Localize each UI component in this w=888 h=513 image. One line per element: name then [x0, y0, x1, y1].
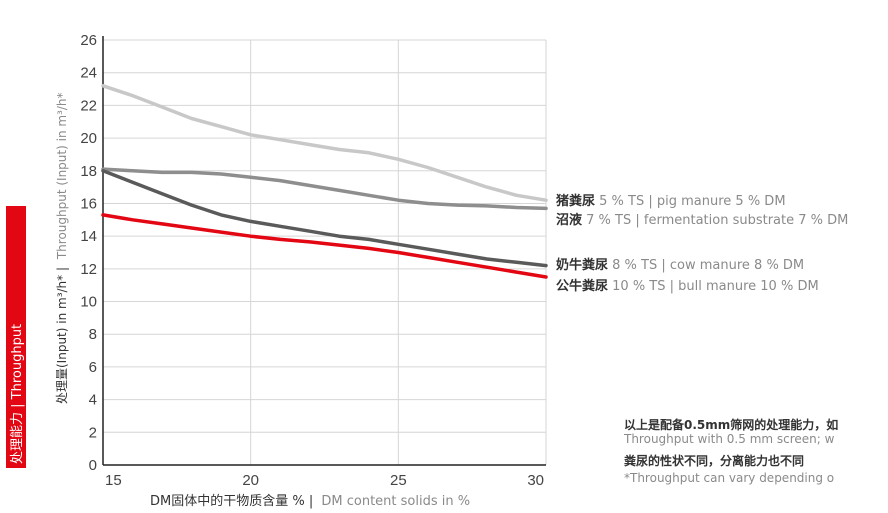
y-axis-label-cn: 处理量(Input) in m³/h* | — [55, 267, 69, 404]
y-tick-label: 12 — [80, 261, 97, 278]
note-line-1: 以上是配备0.5mm筛网的处理能力，如 — [624, 417, 838, 432]
series-label-cow-cn: 奶牛粪尿 — [555, 257, 608, 273]
series-label-pig: 猪粪尿 5 % TS | pig manure 5 % DM — [555, 193, 786, 209]
y-axis-label-en: Throughput (Input) in m³/h* — [55, 92, 69, 260]
side-tab — [6, 206, 26, 468]
x-tick-label: 15 — [105, 472, 122, 489]
x-axis-label-en: DM content solids in % — [321, 494, 470, 509]
y-axis-label: 处理量(Input) in m³/h* | Throughput (Input)… — [55, 92, 69, 404]
y-tick-label: 22 — [80, 97, 97, 114]
y-tick-label: 10 — [80, 294, 97, 311]
series-label-bull-cn: 公牛粪尿 — [556, 278, 608, 294]
series-label-fermentation-cn: 沼液 — [556, 212, 582, 228]
x-tick-label: 30 — [527, 472, 544, 489]
y-tick-label: 6 — [89, 359, 97, 376]
note-line-3: 粪尿的性状不同，分离能力也不同 — [624, 453, 804, 468]
series-line-2 — [101, 167, 548, 211]
y-tick-label: 16 — [80, 195, 97, 212]
series-line-4 — [101, 213, 548, 279]
x-axis-label: DM固体中的干物质含量 % | DM content solids in % — [150, 493, 470, 509]
series-label-cow: 奶牛粪尿 8 % TS | cow manure 8 % DM — [555, 257, 804, 273]
series-label-pig-cn: 猪粪尿 — [555, 193, 595, 209]
side-tab-label: 处理能力 | Throughput — [10, 324, 25, 464]
series-lines — [101, 84, 548, 279]
gridlines — [103, 39, 547, 465]
x-tick-label: 20 — [242, 472, 259, 489]
series-label-cow-en: 8 % TS | cow manure 8 % DM — [608, 258, 804, 273]
series-line-3 — [101, 169, 548, 268]
y-tick-label: 2 — [89, 424, 97, 441]
y-tick-label: 20 — [80, 130, 97, 147]
y-tick-label: 26 — [80, 32, 97, 49]
series-label-bull: 公牛粪尿 10 % TS | bull manure 10 % DM — [556, 278, 819, 294]
x-tick-label: 25 — [390, 472, 407, 489]
series-label-bull-en: 10 % TS | bull manure 10 % DM — [608, 279, 819, 294]
y-tick-label: 4 — [89, 392, 97, 409]
series-line-1 — [101, 84, 548, 202]
y-tick-label: 8 — [89, 326, 97, 343]
y-tick-label: 0 — [89, 457, 97, 474]
x-axis-label-cn: DM固体中的干物质含量 % | — [150, 493, 313, 509]
y-tick-label: 18 — [80, 163, 97, 180]
note-line-4: *Throughput can vary depending o — [624, 471, 834, 485]
series-label-pig-en: 5 % TS | pig manure 5 % DM — [595, 194, 786, 209]
note-line-2: Throughput with 0.5 mm screen; w — [623, 432, 835, 446]
x-tick-labels: 15 20 25 30 — [105, 472, 544, 489]
y-tick-label: 14 — [80, 228, 97, 245]
series-label-fermentation-en: 7 % TS | fermentation substrate 7 % DM — [582, 213, 848, 228]
series-label-fermentation: 沼液 7 % TS | fermentation substrate 7 % D… — [556, 212, 848, 228]
y-tick-label: 24 — [80, 65, 97, 82]
